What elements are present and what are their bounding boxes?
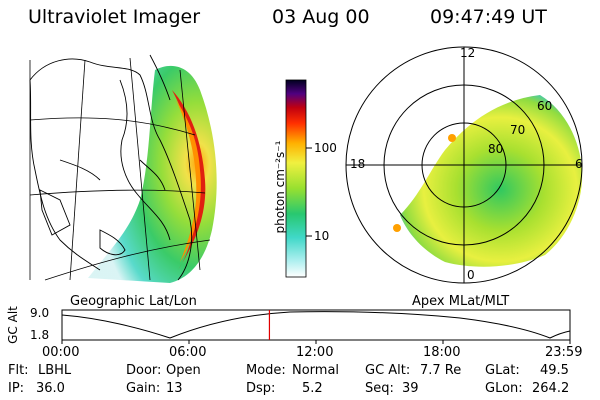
altitude-xtick: 00:00: [42, 345, 80, 360]
altitude-curve: [61, 311, 571, 339]
door-label: Door:: [126, 363, 162, 378]
mlat-label-80: 80: [488, 142, 504, 156]
gain-label: Gain:: [126, 381, 161, 396]
aurora-polar: [400, 95, 583, 267]
geographic-label: Geographic Lat/Lon: [70, 294, 197, 309]
altitude-x-ticks: [61, 340, 571, 344]
aurora-geographic: [88, 65, 217, 283]
mlat-label-70: 70: [510, 123, 526, 137]
polar-grid: [345, 46, 583, 284]
ip-label: IP:: [8, 381, 25, 396]
mode-value: Normal: [292, 363, 340, 378]
glat-label: GLat:: [485, 363, 520, 378]
flt-label: Flt:: [8, 363, 29, 378]
altitude-ytick-low: 1.8: [30, 328, 50, 342]
altitude-xtick: 12:00: [296, 345, 334, 360]
mlt-label-0: 0: [467, 268, 475, 282]
flt-value: LBHL: [38, 363, 72, 378]
altitude-ylabel: GC Alt: [5, 306, 20, 344]
gcalt-label: GC Alt:: [365, 363, 411, 378]
mlat-label-60: 60: [537, 99, 553, 113]
mlt-label-6: 6: [575, 157, 583, 171]
mlt-label-18: 18: [350, 157, 366, 171]
ip-value: 36.0: [36, 381, 65, 396]
dsp-label: Dsp:: [246, 381, 276, 396]
altitude-xtick: 06:00: [169, 345, 207, 360]
glat-value: 49.5: [540, 363, 569, 378]
mode-label: Mode:: [246, 363, 286, 378]
colorbar-tick-10: 10: [314, 229, 330, 243]
seq-label: Seq:: [365, 381, 394, 396]
gain-value: 13: [166, 381, 183, 396]
altitude-xtick: 23:59: [545, 345, 583, 360]
glon-label: GLon:: [485, 381, 523, 396]
altitude-xtick: 18:00: [423, 345, 461, 360]
gcalt-value: 7.7 Re: [420, 363, 462, 378]
altitude-ytick-high: 9.0: [30, 306, 50, 320]
date-label: 03 Aug 00: [272, 6, 370, 28]
aurora-hotspot: [448, 134, 456, 142]
glon-value: 264.2: [532, 381, 570, 396]
mlt-label-12: 12: [460, 46, 476, 60]
map-coastlines: [29, 54, 193, 281]
aurora-hotspot: [393, 224, 401, 232]
apex-label: Apex MLat/MLT: [412, 294, 510, 309]
altitude-plot-frame: [61, 309, 571, 341]
colorbar-tick-100: 100: [314, 141, 337, 155]
time-label: 09:47:49 UT: [430, 6, 547, 28]
instrument-title: Ultraviolet Imager: [28, 6, 201, 28]
dsp-value: 5.2: [302, 381, 323, 396]
door-value: Open: [166, 363, 201, 378]
lat-lon-grid: [29, 57, 211, 281]
seq-value: 39: [402, 381, 419, 396]
